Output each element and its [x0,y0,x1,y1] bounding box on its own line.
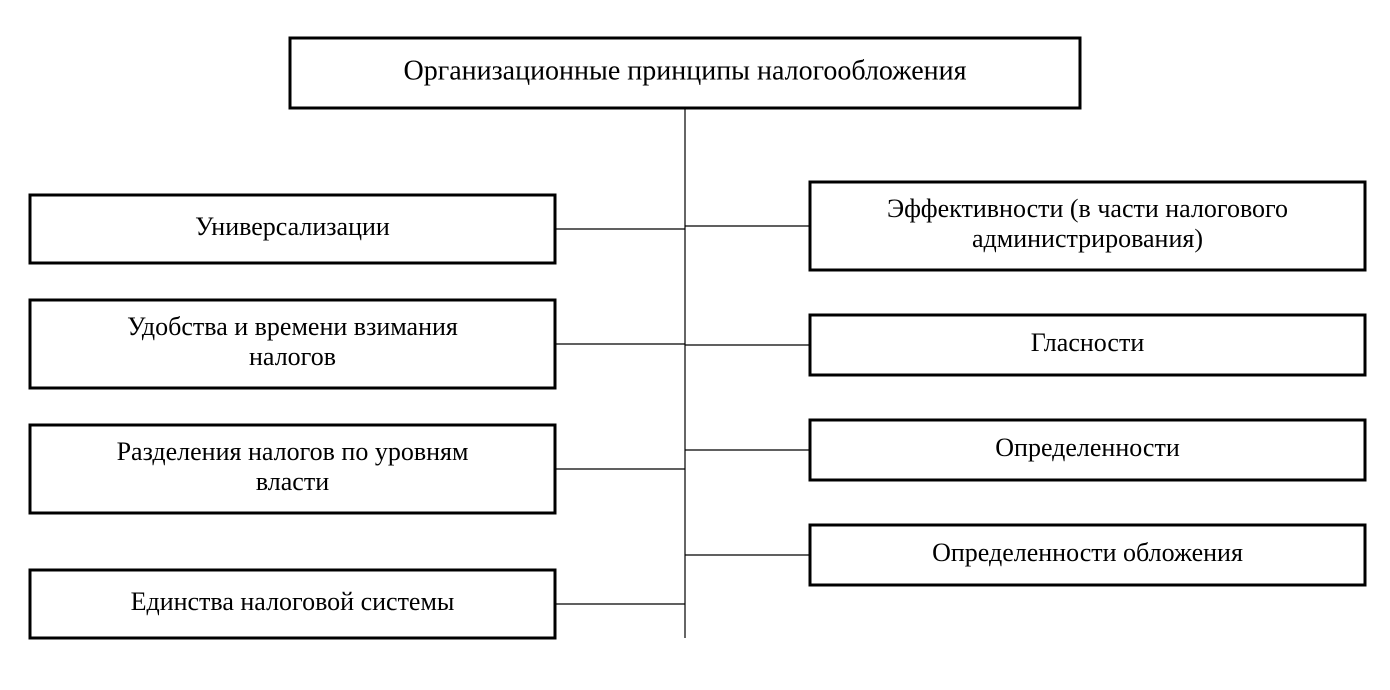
svg-text:Универсализации: Универсализации [195,212,390,241]
root-node: Организационные принципы налогообложения [290,38,1080,108]
svg-text:Гласности: Гласности [1031,328,1145,357]
svg-text:Удобства и времени взимания: Удобства и времени взимания [127,312,458,341]
right-node-1: Гласности [810,315,1365,375]
org-principles-diagram: Организационные принципы налогообложения… [0,0,1390,690]
svg-text:Организационные принципы налог: Организационные принципы налогообложения [404,55,967,86]
svg-text:власти: власти [256,467,329,496]
left-node-1: Удобства и времени взиманияналогов [30,300,555,388]
svg-text:Разделения налогов по уровням: Разделения налогов по уровням [117,437,469,466]
svg-text:Определенности: Определенности [995,433,1180,462]
svg-text:налогов: налогов [249,342,336,371]
left-node-3: Единства налоговой системы [30,570,555,638]
right-node-3: Определенности обложения [810,525,1365,585]
right-node-2: Определенности [810,420,1365,480]
left-node-2: Разделения налогов по уровнямвласти [30,425,555,513]
svg-text:Единства налоговой системы: Единства налоговой системы [131,587,455,616]
right-node-0: Эффективности (в части налоговогоадминис… [810,182,1365,270]
svg-text:администрирования): администрирования) [972,224,1203,253]
svg-text:Определенности обложения: Определенности обложения [932,538,1243,567]
svg-text:Эффективности (в части налогов: Эффективности (в части налогового [887,194,1288,223]
left-node-0: Универсализации [30,195,555,263]
